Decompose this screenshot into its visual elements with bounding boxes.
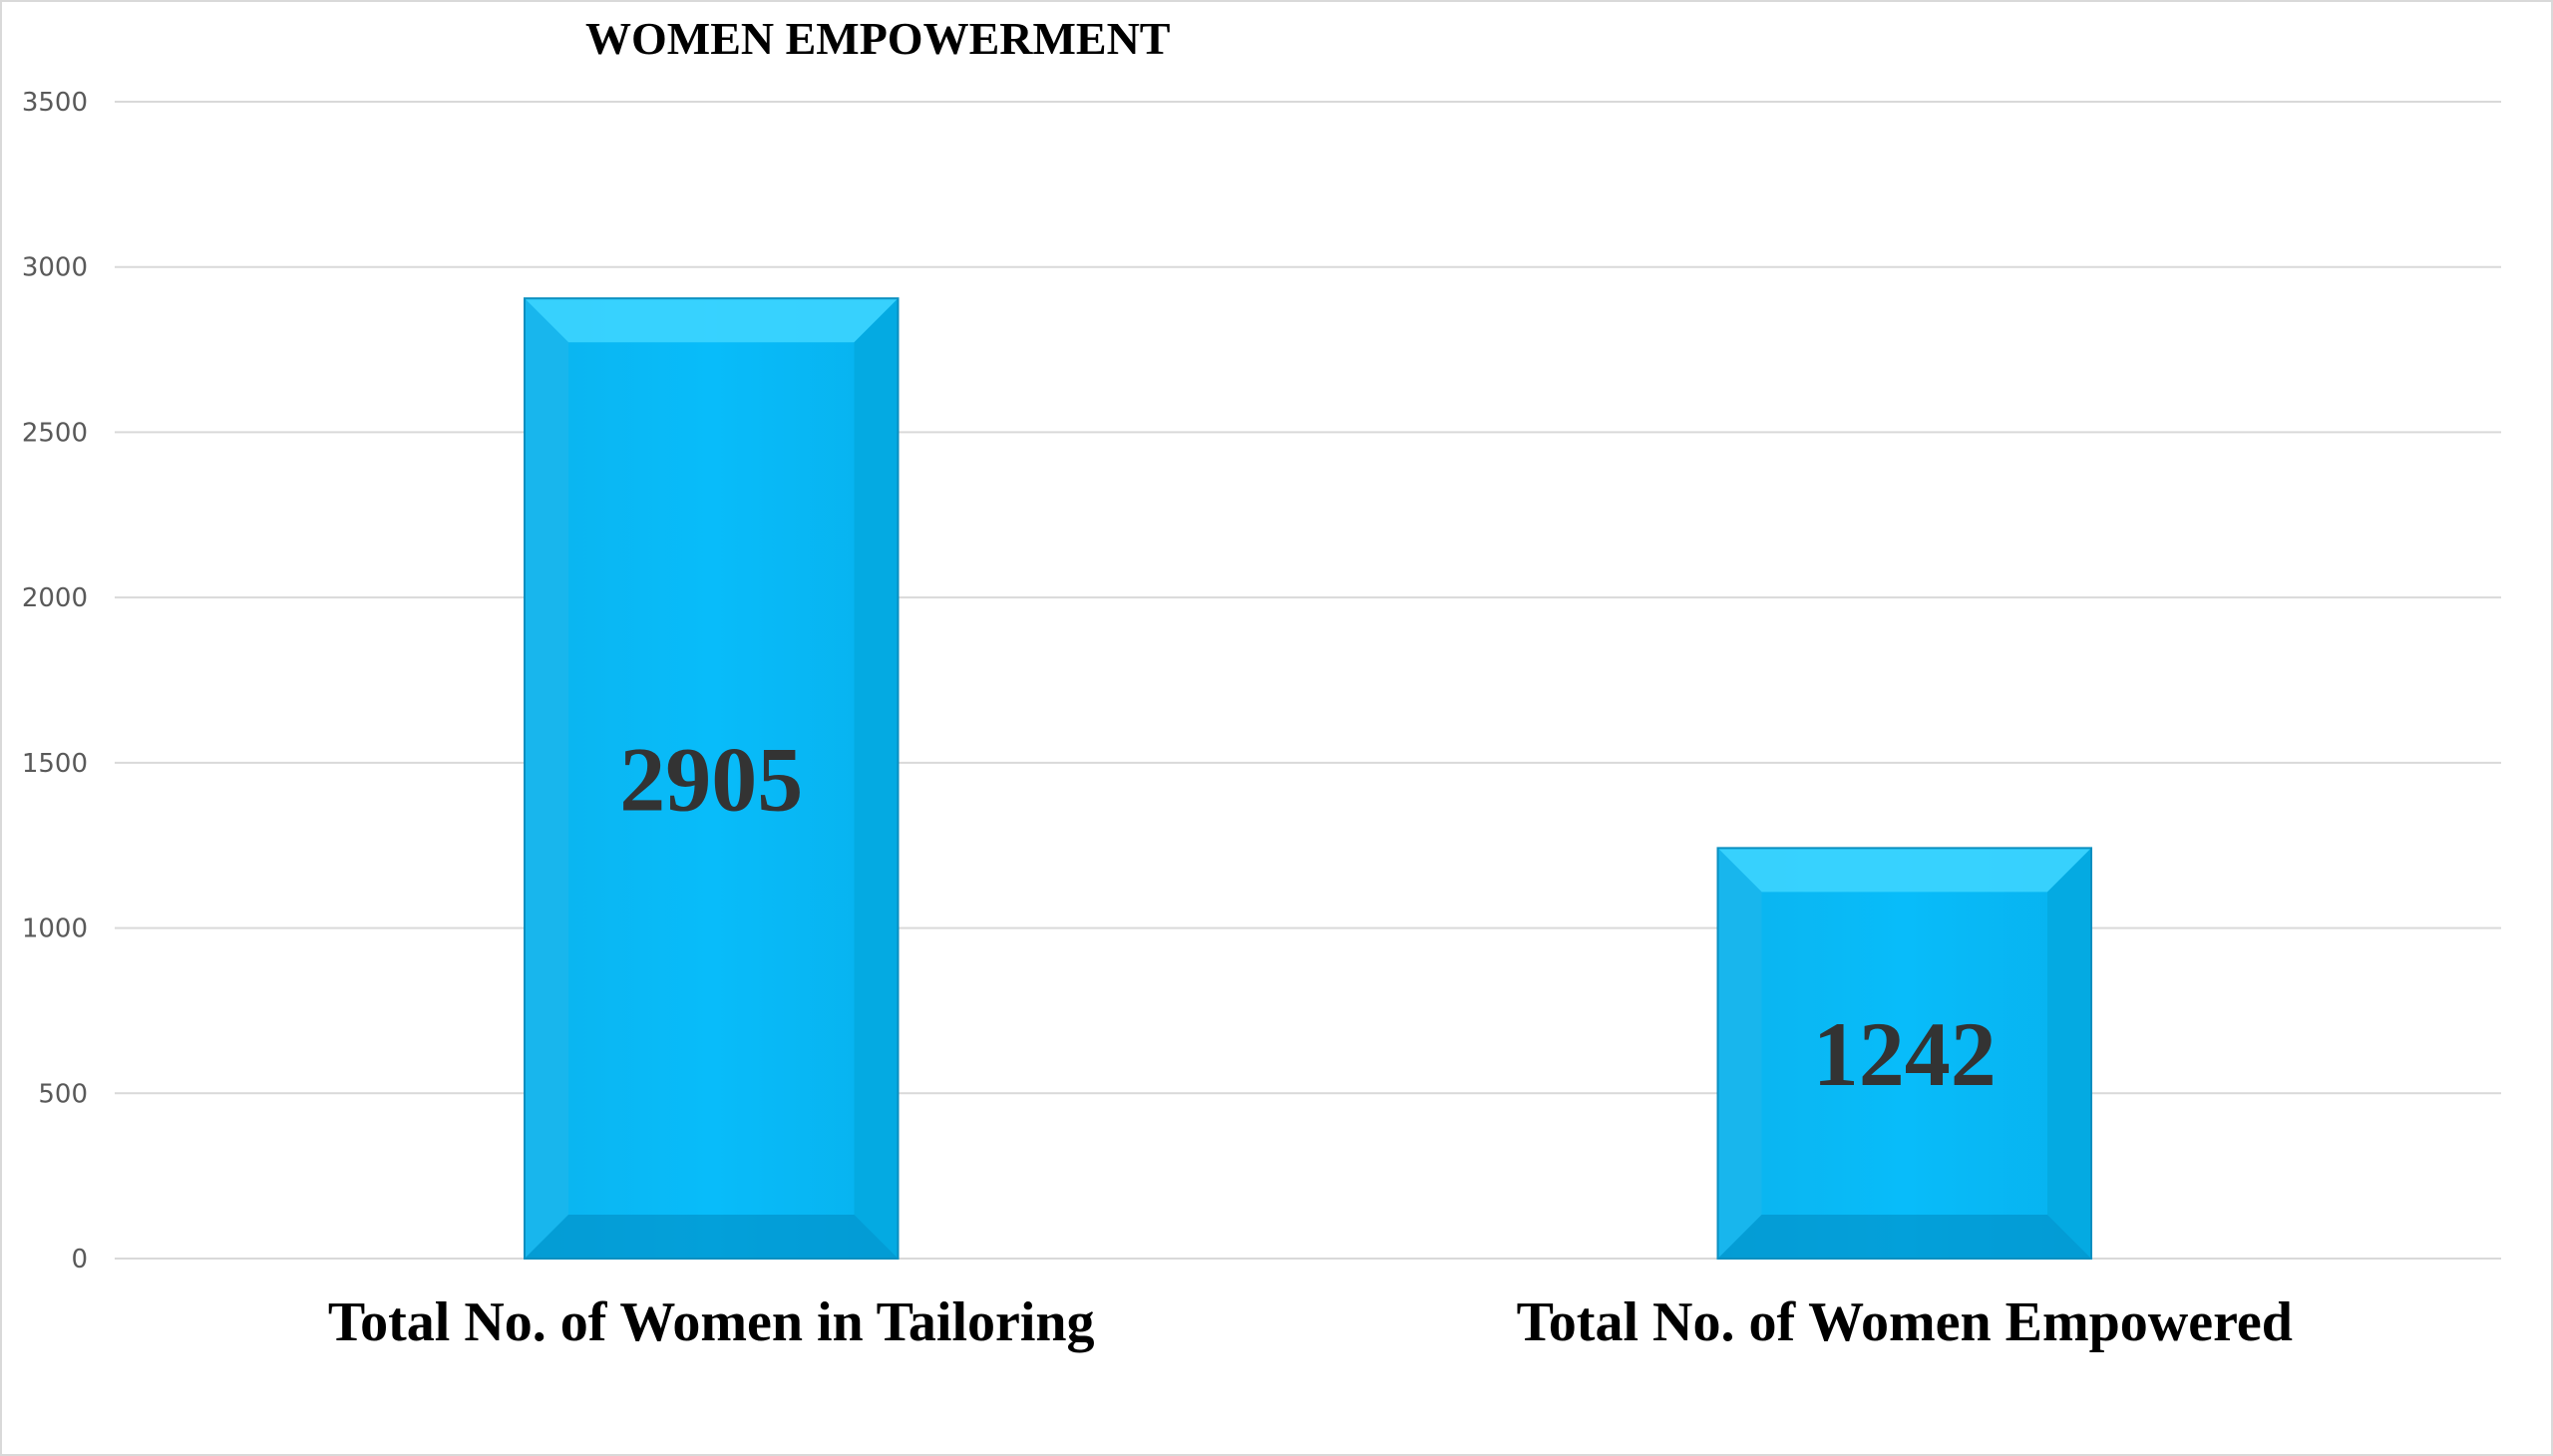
y-tick-label: 3500: [22, 88, 88, 118]
bar-bevel-right: [854, 298, 899, 1259]
bar-bevel-left: [524, 298, 568, 1259]
y-tick-label: 3000: [22, 253, 88, 283]
chart-title: WOMEN EMPOWERMENT: [585, 13, 1170, 64]
y-tick-label: 1000: [22, 914, 88, 944]
bar-bevel-top: [1717, 848, 2092, 893]
data-label: 1242: [1813, 1003, 1997, 1105]
bar-outline: [1716, 847, 2093, 1260]
bar: [523, 297, 900, 1260]
gridlines: [115, 101, 2501, 1260]
bar-face: [524, 298, 899, 1259]
y-tick-label: 1500: [22, 749, 88, 779]
y-tick-label: 0: [71, 1245, 88, 1274]
x-axis-category-labels: Total No. of Women in Tailoring Total No.…: [328, 1291, 2293, 1353]
category-label: Total No. of Women in Tailoring: [328, 1291, 1095, 1353]
bar-outline: [523, 297, 900, 1260]
bar-bevel-right: [2047, 848, 2092, 1259]
y-tick-label: 500: [38, 1079, 88, 1109]
bar-bevel-left: [1717, 848, 1762, 1259]
bar-bevel-bottom: [1717, 1215, 2092, 1259]
bar-bevel-top: [524, 298, 899, 343]
bar-bevel-bottom: [524, 1215, 899, 1259]
category-label: Total No. of Women Empowered: [1517, 1291, 2293, 1353]
bar: [1716, 847, 2093, 1260]
y-tick-label: 2000: [22, 583, 88, 613]
data-label: 2905: [619, 729, 803, 831]
data-labels: 2905 1242: [619, 729, 1997, 1106]
y-axis-tick-labels: 0 500 1000 1500 2000 2500 3000 3500: [22, 88, 88, 1274]
bar-face: [1717, 848, 2092, 1259]
y-tick-label: 2500: [22, 418, 88, 448]
bars: [523, 297, 2093, 1260]
